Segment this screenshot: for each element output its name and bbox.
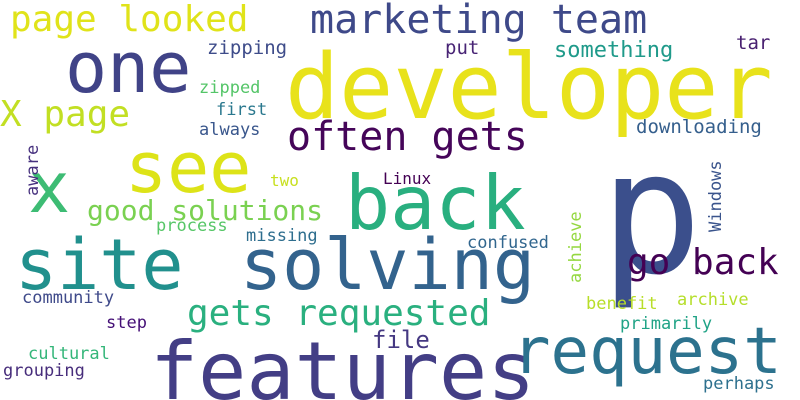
word-features: features	[150, 325, 536, 400]
word-p: p	[600, 114, 703, 313]
word-see: see	[125, 126, 252, 209]
word-step: step	[106, 313, 147, 334]
word-process: process	[156, 216, 228, 237]
word-put: put	[445, 37, 480, 60]
word-x-page: X page	[0, 94, 131, 136]
word-benefit: benefit	[586, 294, 658, 315]
word-gets-requested: gets requested	[187, 293, 491, 335]
word-grouping: grouping	[3, 361, 85, 382]
word-primarily: primarily	[620, 314, 713, 335]
word-cultural: cultural	[28, 344, 110, 365]
word-page-looked: page looked	[10, 0, 249, 41]
word-downloading: downloading	[636, 116, 762, 139]
word-missing: missing	[246, 226, 318, 247]
word-zipped: zipped	[199, 78, 261, 99]
word-request: request	[512, 314, 782, 389]
word-back: back	[345, 158, 526, 247]
word-two: two	[270, 170, 299, 190]
word-go-back: go back	[627, 242, 779, 284]
word-archive: archive	[677, 290, 749, 311]
word-aware: aware	[23, 144, 44, 196]
word-first: first	[216, 100, 268, 121]
word-file: file	[372, 326, 430, 355]
word-often-gets: often gets	[287, 114, 528, 161]
word-achieve: achieve	[566, 211, 587, 283]
word-confused: confused	[467, 233, 549, 254]
word-one: one	[65, 26, 192, 109]
word-site: site	[15, 223, 184, 306]
word-marketing-team: marketing team	[310, 0, 648, 44]
word-community: community	[22, 288, 115, 309]
word-zipping: zipping	[207, 37, 288, 60]
word-good-solutions: good solutions	[87, 194, 324, 228]
word-developer: developer	[285, 35, 773, 141]
word-always: always	[199, 120, 261, 141]
word-windows: Windows	[706, 160, 727, 232]
word-linux: Linux	[383, 168, 432, 188]
word-something: something	[554, 37, 674, 63]
word-tar: tar	[736, 32, 771, 55]
word-solving: solving	[240, 223, 536, 306]
word-x: x	[28, 146, 71, 229]
word-perhaps: perhaps	[703, 374, 775, 395]
